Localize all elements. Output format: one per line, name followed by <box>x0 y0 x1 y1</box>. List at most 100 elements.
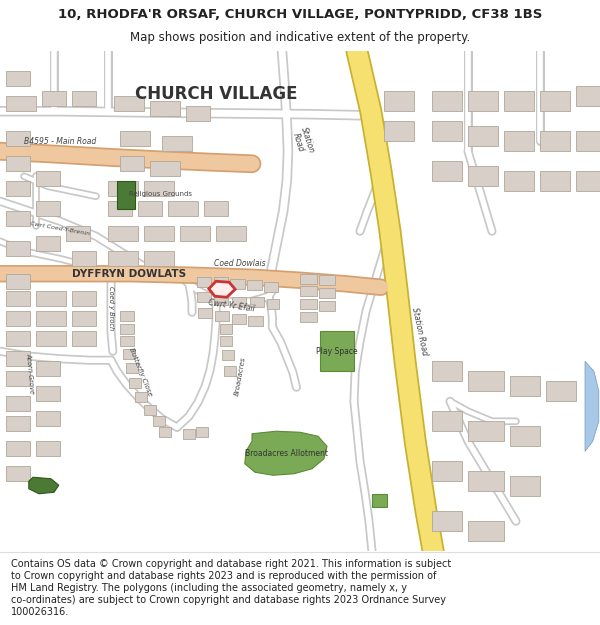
Polygon shape <box>504 131 534 151</box>
Text: Butterfly Close: Butterfly Close <box>128 347 154 398</box>
Polygon shape <box>384 121 414 141</box>
Polygon shape <box>432 461 462 481</box>
Polygon shape <box>29 478 59 494</box>
Polygon shape <box>432 511 462 531</box>
Polygon shape <box>36 331 66 346</box>
Text: co-ordinates) are subject to Crown copyright and database rights 2023 Ordnance S: co-ordinates) are subject to Crown copyr… <box>11 595 446 605</box>
Polygon shape <box>319 288 335 298</box>
Text: CHURCH VILLAGE: CHURCH VILLAGE <box>135 85 297 102</box>
Polygon shape <box>159 428 171 438</box>
Polygon shape <box>432 121 462 141</box>
Polygon shape <box>6 181 30 196</box>
Polygon shape <box>6 211 30 226</box>
Polygon shape <box>162 136 192 151</box>
Polygon shape <box>120 156 144 171</box>
Polygon shape <box>144 251 174 266</box>
Polygon shape <box>180 226 210 241</box>
Polygon shape <box>108 251 138 266</box>
Text: Cwrt Coed-Y-Brenin: Cwrt Coed-Y-Brenin <box>30 221 90 236</box>
Polygon shape <box>372 494 387 508</box>
Polygon shape <box>384 91 414 111</box>
Polygon shape <box>432 411 462 431</box>
Text: Coed Dowlais: Coed Dowlais <box>214 259 266 268</box>
Polygon shape <box>168 201 198 216</box>
Text: DYFFRYN DOWLATS: DYFFRYN DOWLATS <box>72 269 186 279</box>
Polygon shape <box>72 331 96 346</box>
Text: Station Road: Station Road <box>410 306 430 356</box>
Polygon shape <box>6 311 30 326</box>
Text: to Crown copyright and database rights 2023 and is reproduced with the permissio: to Crown copyright and database rights 2… <box>11 571 436 581</box>
Polygon shape <box>468 471 504 491</box>
Text: Coed y Broch: Coed y Broch <box>108 286 114 331</box>
Text: 100026316.: 100026316. <box>11 608 69 618</box>
Polygon shape <box>220 324 232 334</box>
Text: Play Space: Play Space <box>316 347 358 356</box>
Polygon shape <box>36 386 60 401</box>
Polygon shape <box>120 324 134 334</box>
Polygon shape <box>300 286 317 296</box>
Polygon shape <box>153 416 165 426</box>
Polygon shape <box>144 226 174 241</box>
Polygon shape <box>576 131 600 151</box>
Polygon shape <box>126 363 138 373</box>
Polygon shape <box>36 236 60 251</box>
Polygon shape <box>320 331 354 371</box>
Polygon shape <box>36 361 60 376</box>
Text: Contains OS data © Crown copyright and database right 2021. This information is : Contains OS data © Crown copyright and d… <box>11 559 451 569</box>
Text: Broadacres: Broadacres <box>233 356 247 396</box>
Text: 10, RHODFA'R ORSAF, CHURCH VILLAGE, PONTYPRIDD, CF38 1BS: 10, RHODFA'R ORSAF, CHURCH VILLAGE, PONT… <box>58 8 542 21</box>
Polygon shape <box>6 416 30 431</box>
Polygon shape <box>114 96 144 111</box>
Polygon shape <box>209 281 235 298</box>
Polygon shape <box>204 201 228 216</box>
Polygon shape <box>540 171 570 191</box>
Text: Acorn Grove: Acorn Grove <box>25 353 35 394</box>
Polygon shape <box>468 126 498 146</box>
Polygon shape <box>123 349 135 359</box>
Polygon shape <box>135 392 147 402</box>
Polygon shape <box>183 429 195 439</box>
Polygon shape <box>540 131 570 151</box>
Polygon shape <box>36 201 60 216</box>
Polygon shape <box>108 226 138 241</box>
Polygon shape <box>576 86 600 106</box>
Text: Map shows position and indicative extent of the property.: Map shows position and indicative extent… <box>130 31 470 44</box>
Polygon shape <box>72 91 96 106</box>
Polygon shape <box>214 295 228 305</box>
Polygon shape <box>215 311 229 321</box>
Text: Cwrt Yr Efail: Cwrt Yr Efail <box>207 299 255 314</box>
Polygon shape <box>224 366 236 376</box>
Polygon shape <box>120 131 150 146</box>
Polygon shape <box>72 291 96 306</box>
Polygon shape <box>144 181 174 196</box>
Polygon shape <box>468 421 504 441</box>
Polygon shape <box>264 282 278 292</box>
Polygon shape <box>150 101 180 116</box>
Polygon shape <box>230 279 245 289</box>
Polygon shape <box>108 201 132 216</box>
Polygon shape <box>120 336 134 346</box>
Polygon shape <box>36 411 60 426</box>
Polygon shape <box>267 299 279 309</box>
Polygon shape <box>6 331 30 346</box>
Polygon shape <box>6 241 30 256</box>
Polygon shape <box>468 166 498 186</box>
Polygon shape <box>300 299 317 309</box>
Polygon shape <box>468 521 504 541</box>
Polygon shape <box>546 381 576 401</box>
Polygon shape <box>220 336 232 346</box>
Polygon shape <box>6 396 30 411</box>
Polygon shape <box>468 371 504 391</box>
Polygon shape <box>36 441 60 456</box>
Polygon shape <box>300 274 317 284</box>
Polygon shape <box>6 131 30 146</box>
Polygon shape <box>198 308 212 318</box>
Polygon shape <box>319 301 335 311</box>
Polygon shape <box>150 161 180 176</box>
Polygon shape <box>468 91 498 111</box>
Polygon shape <box>72 251 96 266</box>
Polygon shape <box>6 274 30 289</box>
Polygon shape <box>6 96 36 111</box>
Text: HM Land Registry. The polygons (including the associated geometry, namely x, y: HM Land Registry. The polygons (includin… <box>11 583 407 593</box>
Polygon shape <box>144 405 156 415</box>
